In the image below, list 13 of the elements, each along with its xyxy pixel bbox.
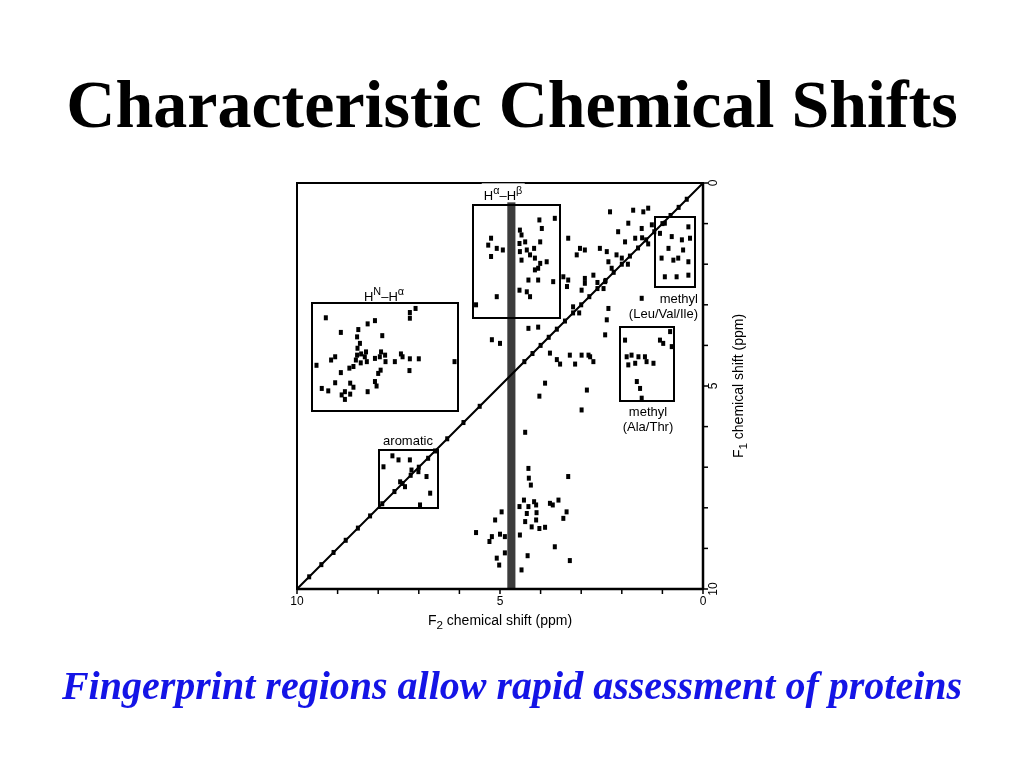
annotation: aromatic: [383, 432, 433, 448]
y-tick-label: 5: [705, 382, 720, 390]
annotation: H$^{α}$–H$^{β}$: [481, 182, 525, 203]
text: Fingerprint regions allow rapid assessment of proteins: [60, 663, 964, 708]
y-tick-label: 0: [705, 179, 720, 187]
x-tick-label: 10: [290, 593, 304, 608]
x-axis-title: F$_{2}$ chemical shift (ppm): [426, 611, 574, 633]
annotation: H$^{N}$–H$^{α}$: [363, 284, 405, 304]
annotation: methyl (Leu/Val/Ile): [628, 291, 698, 321]
chart-title: Characteristic Chemical Shifts: [65, 66, 959, 142]
x-tick-label: 5: [496, 593, 504, 608]
y-tick-label: 10: [705, 582, 720, 596]
annotation: methyl (Ala/Thr): [622, 403, 674, 434]
